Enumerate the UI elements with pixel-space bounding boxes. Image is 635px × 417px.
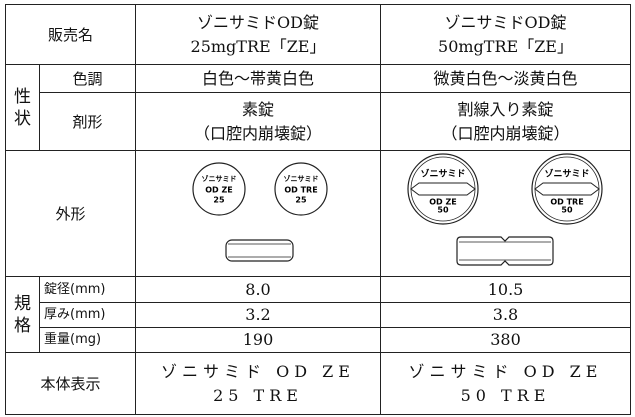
shape-cell: ゾニサミド OD ZE 50 ゾニサミド OD TRE 50 xyxy=(380,150,632,277)
color-row: 性状 色調 白色～帯黄白色 微黄白色～淡黄白色 xyxy=(5,64,632,151)
imprint: OD TRE xyxy=(550,198,583,207)
spec-table: 販売名 ゾニサミドOD錠 25mgTRE「ZE」 ゾニサミドOD錠 50mgTRE「… xyxy=(4,4,632,415)
score-line xyxy=(409,182,476,196)
tablet-top xyxy=(530,153,603,225)
line: 25mgTRE「ZE」 xyxy=(190,36,326,56)
row-label: 本体表示 xyxy=(4,352,137,415)
cell: 3.2 xyxy=(135,302,382,328)
header-label: 販売名 xyxy=(4,4,137,65)
line: ゾニサミドOD錠 xyxy=(444,12,567,32)
cell: 白色～帯黄白色 xyxy=(135,64,382,93)
weight-row: 重量(mg) 190 380 xyxy=(6,327,632,353)
line: （口腔内崩壊錠） xyxy=(441,123,570,143)
line: （口腔内崩壊錠） xyxy=(194,123,323,143)
line: ゾニサミドOD錠 xyxy=(197,12,319,32)
imprint: 50 xyxy=(561,206,573,215)
group-label: 規格 xyxy=(5,276,40,353)
imprint: ゾニサミド xyxy=(420,168,465,180)
cell: 素錠 （口腔内崩壊錠） xyxy=(135,92,382,151)
imprint: 25 xyxy=(295,196,307,205)
imprint: 25 xyxy=(213,196,225,205)
line: 25 TRE xyxy=(213,385,303,405)
tablet-drawing: ゾニサミド OD ZE 25 ゾニサミド OD TRE 25 xyxy=(191,162,328,262)
product-name: ゾニサミドOD錠 50mgTRE「ZE」 xyxy=(380,4,632,65)
cell: 3.8 xyxy=(380,302,632,328)
line: 素錠 xyxy=(242,99,275,119)
form-row: 剤形 素錠 （口腔内崩壊錠） 割線入り素錠 （口腔内崩壊錠） xyxy=(6,92,632,151)
tablet-top xyxy=(191,162,246,216)
row-label: 剤形 xyxy=(38,92,137,151)
cell: 微黄白色～淡黄白色 xyxy=(380,64,632,93)
cell: 10.5 xyxy=(380,276,632,303)
imprint: 50 xyxy=(437,206,449,215)
header-row: 販売名 ゾニサミドOD錠 25mgTRE「ZE」 ゾニサミドOD錠 50mgTRE「… xyxy=(4,4,632,65)
group-label: 性状 xyxy=(5,64,40,151)
shape-cell: ゾニサミド OD ZE 25 ゾニサミド OD TRE 25 xyxy=(135,150,382,277)
row-label: 錠径(mm) xyxy=(38,276,137,303)
imprint: OD ZE xyxy=(429,198,457,207)
line: 50mgTRE「ZE」 xyxy=(438,36,573,56)
product-name: ゾニサミドOD錠 25mgTRE「ZE」 xyxy=(135,4,382,65)
imprint: ゾニサミド xyxy=(544,168,589,180)
cell: ゾニサミド OD ZE 25 TRE xyxy=(135,352,382,415)
diameter-row: 規格 錠径(mm) 8.0 10.5 xyxy=(5,276,632,353)
line: ゾニサミド OD ZE xyxy=(408,361,603,381)
thickness-row: 厚み(mm) 3.2 3.8 xyxy=(6,302,632,328)
cell: 190 xyxy=(135,327,382,353)
char: 状 xyxy=(14,108,31,129)
imprint: OD TRE xyxy=(284,186,317,195)
char: 性 xyxy=(14,86,31,107)
imprint: ゾニサミド xyxy=(283,174,318,183)
cell: 8.0 xyxy=(135,276,382,303)
score-line xyxy=(533,182,600,196)
cell: ゾニサミド OD ZE 50 TRE xyxy=(380,352,632,415)
tablet-top xyxy=(273,162,328,216)
tablet-side xyxy=(224,239,294,262)
shape-row: 外形 ゾニサミド OD ZE 25 ゾニサミド OD TRE 25 ゾニサミド … xyxy=(4,150,632,277)
char: 格 xyxy=(14,315,31,336)
tablet-side xyxy=(455,236,554,266)
cell: 割線入り素錠 （口腔内崩壊錠） xyxy=(380,92,632,151)
line: 割線入り素錠 xyxy=(457,99,554,119)
row-label: 色調 xyxy=(38,64,137,93)
cell: 380 xyxy=(380,327,632,353)
line: ゾニサミド OD ZE xyxy=(161,361,355,381)
line: 50 TRE xyxy=(460,385,551,405)
row-label: 外形 xyxy=(4,150,137,277)
imprint: OD ZE xyxy=(205,186,233,195)
row-label: 厚み(mm) xyxy=(38,302,137,328)
tablet-top xyxy=(406,153,479,225)
row-label: 重量(mg) xyxy=(38,327,137,353)
imprint: ゾニサミド xyxy=(201,174,236,183)
char: 規 xyxy=(14,293,31,314)
tablet-drawing: ゾニサミド OD ZE 50 ゾニサミド OD TRE 50 xyxy=(406,153,603,266)
marking-row: 本体表示 ゾニサミド OD ZE 25 TRE ゾニサミド OD ZE 50 TRE xyxy=(4,352,632,415)
